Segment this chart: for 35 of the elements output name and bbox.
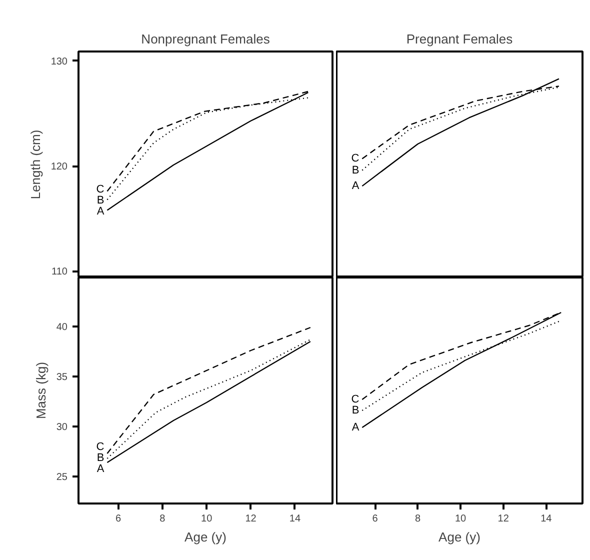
x-tick-label: 10 <box>201 514 213 524</box>
series-label: B <box>96 194 104 206</box>
series-label: A <box>96 205 105 218</box>
x-axis-title: Age (y) <box>438 530 480 544</box>
series-label: A <box>352 180 360 192</box>
y-tick-label: 40 <box>56 322 68 333</box>
y-tick-label: 25 <box>56 472 68 483</box>
x-tick-label: 10 <box>455 514 467 524</box>
legend-label: A <box>96 463 105 476</box>
y-axis-title: Length (cm) <box>28 130 43 200</box>
x-tick-label: 8 <box>415 514 422 524</box>
x-tick-label: 14 <box>540 514 552 524</box>
series-label: C <box>351 152 360 165</box>
x-axis-title: Age (y) <box>184 530 226 544</box>
series-label: C <box>96 441 104 454</box>
y-tick-label: 130 <box>50 56 68 68</box>
series-label: B <box>352 164 360 176</box>
y-axis-title: Mass (kg) <box>33 362 48 420</box>
series-label: C <box>96 183 104 196</box>
x-tick-label: 12 <box>245 514 257 524</box>
series-label: A <box>352 422 360 434</box>
y-tick-label: 35 <box>56 372 68 383</box>
series-label: B <box>96 452 104 464</box>
y-tick-label: 30 <box>56 422 68 433</box>
x-tick-label: 8 <box>160 514 166 524</box>
chart-title: Nonpregnant Females <box>141 32 270 46</box>
series-label: C <box>351 394 360 406</box>
y-tick-label: 110 <box>52 266 68 278</box>
x-tick-label: 6 <box>115 514 122 524</box>
x-tick-label: 6 <box>372 514 378 524</box>
y-tick-label: 120 <box>50 162 68 173</box>
x-tick-label: 14 <box>289 514 301 524</box>
series-label: B <box>352 404 360 416</box>
x-tick-label: 12 <box>498 514 510 524</box>
chart-title: Pregnant Females <box>406 32 514 46</box>
